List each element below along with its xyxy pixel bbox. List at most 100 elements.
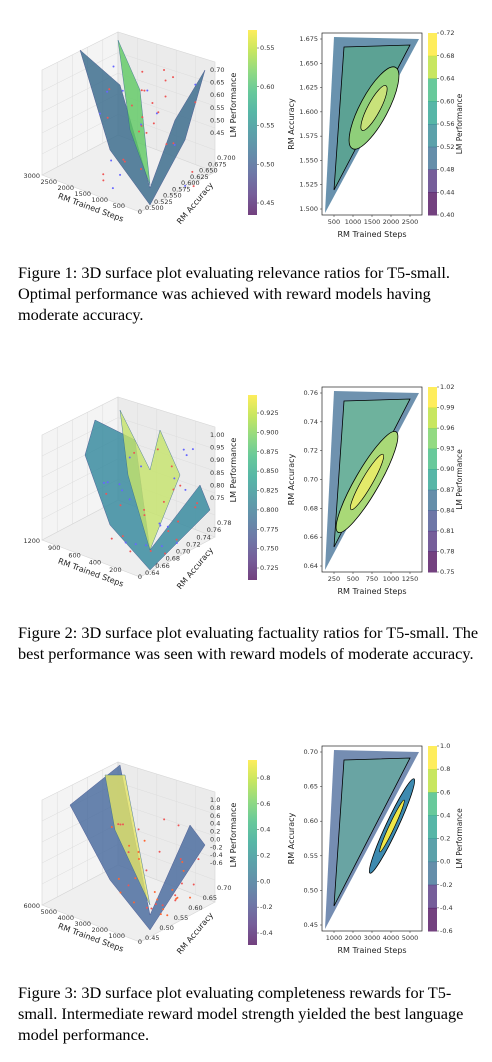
figure-1-caption-label: Figure 1: — [18, 263, 78, 282]
figure-2-caption-label: Figure 2: — [18, 623, 78, 642]
surface-gridline — [41, 52, 119, 92]
surface-z-tick: 0.0 — [210, 835, 220, 843]
contour-peak-core — [350, 453, 384, 511]
surface-x-tick: 6000 — [23, 902, 40, 910]
contour-x-tick: 5000 — [402, 934, 419, 942]
contour-y-tick: 0.45 — [304, 921, 318, 929]
contour-colorbar-band — [428, 78, 437, 102]
surface-data-point — [133, 451, 136, 454]
contour-y-tick: 1.650 — [299, 59, 318, 67]
surface-data-point — [129, 550, 132, 553]
surface-data-point — [99, 112, 102, 115]
surface-y-tick: 0.700 — [217, 154, 236, 162]
surface-data-point — [121, 489, 124, 492]
contour-plot: 500 1000 1500 2000 2500 RM Trained Steps 1.675… — [287, 29, 464, 239]
surface-z-tick: 0.85 — [210, 469, 224, 477]
surface-data-point — [182, 448, 185, 451]
contour-colorbar-band — [428, 769, 437, 793]
contour-y-label: RM Accuracy — [287, 453, 296, 505]
surface-data-point — [121, 89, 124, 92]
surface-data-point — [173, 477, 176, 480]
surface-x-tick: 0 — [138, 938, 142, 946]
surface-z-tick: 0.4 — [210, 820, 220, 828]
contour-colorbar-tick: 0.93 — [440, 445, 454, 453]
surface-data-point — [157, 111, 160, 114]
surface-z-tick: 0.2 — [210, 828, 220, 836]
contour-colorbar-tick: 0.78 — [440, 547, 454, 555]
surface-colorbar-tick: 0.825 — [260, 487, 279, 495]
surface-data-point — [162, 500, 165, 503]
surface-data-point — [145, 906, 148, 909]
surface-data-point — [121, 823, 124, 826]
surface-data-point — [121, 535, 124, 538]
figure-3-caption: Figure 3: 3D surface plot evaluating com… — [18, 982, 480, 1045]
contour-colorbar-tick: 0.75 — [440, 568, 454, 576]
surface-colorbar-tick: 0.45 — [260, 199, 274, 207]
surface-mesh-highlight — [117, 39, 151, 186]
contour-y-tick: 0.64 — [304, 562, 318, 570]
contour-colorbar-band — [428, 907, 437, 932]
surface-data-point — [132, 901, 135, 904]
surface-data-point — [197, 858, 200, 861]
surface-colorbar-tick: 0.50 — [260, 160, 274, 168]
contour-colorbar-label: LM Performance — [455, 449, 464, 510]
surface-data-point — [172, 142, 175, 145]
surface-gridline — [117, 782, 216, 815]
contour-colorbar-tick: 0.64 — [440, 75, 454, 83]
surface-y-tick: 0.66 — [155, 562, 169, 570]
surface-data-point — [163, 552, 166, 555]
surface-x-tick: 1000 — [91, 196, 108, 204]
surface-data-point — [176, 896, 179, 899]
contour-colorbar-band — [428, 387, 437, 409]
surface-data-point — [164, 95, 167, 98]
surface-colorbar: 0.8 0.6 0.4 0.2 0.0 -0.2 -0.4 — [248, 760, 273, 945]
contour-y-label: RM Accuracy — [287, 812, 296, 864]
contour-colorbar-tick: 0.81 — [440, 527, 454, 535]
surface-data-point — [102, 173, 105, 176]
surface-data-point — [145, 544, 148, 547]
figure-3-caption-label: Figure 3: — [18, 983, 78, 1002]
surface-data-point — [165, 143, 168, 146]
surface-data-point — [171, 888, 174, 891]
contour-x-label: RM Trained Steps — [337, 587, 406, 596]
surface-data-point — [159, 913, 162, 916]
surface-z-tick: 0.80 — [210, 481, 224, 489]
contour-y-tick: 1.525 — [299, 181, 318, 189]
surface-x-tick: 400 — [89, 559, 101, 567]
surface-data-point — [164, 79, 167, 82]
surface-colorbar-tick: 0.775 — [260, 525, 279, 533]
surface-data-point — [137, 828, 140, 831]
surface-x-tick: 2000 — [91, 926, 108, 934]
contour-x-tick: 3000 — [364, 934, 381, 942]
surface-data-point — [110, 159, 113, 162]
contour-colorbar-tick: 0.44 — [440, 188, 454, 196]
contour-x-tick: 750 — [366, 575, 378, 583]
surface-y-tick: 0.600 — [181, 179, 200, 187]
surface-data-point — [140, 123, 143, 126]
surface-y-tick: 0.68 — [166, 555, 180, 563]
surface-mesh-highlight — [119, 409, 181, 551]
surface-data-point — [137, 850, 140, 853]
contour-colorbar-band — [428, 469, 437, 491]
surface-data-point — [175, 538, 178, 541]
surface-data-point — [167, 530, 170, 533]
contour-y-tick: 1.575 — [299, 132, 318, 140]
surface-data-point — [138, 130, 141, 133]
surface-y-tick: 0.78 — [217, 519, 231, 527]
surface-data-point — [150, 907, 153, 910]
surface-z-tick: 0.90 — [210, 456, 224, 464]
surface-data-point — [160, 545, 163, 548]
contour-x-tick: 1000 — [326, 934, 343, 942]
surface-data-point — [119, 891, 122, 894]
contour-colorbar-tick: 0.99 — [440, 404, 454, 412]
contour-x-label: RM Trained Steps — [337, 946, 406, 955]
surface-data-point — [156, 448, 159, 451]
surface-z-tick: 0.50 — [210, 116, 224, 124]
surface-data-point — [143, 89, 146, 92]
surface-colorbar-tick: 0.725 — [260, 564, 279, 572]
contour-x-tick: 500 — [328, 218, 340, 226]
surface-data-point — [140, 167, 143, 170]
figure-1-caption: Figure 1: 3D surface plot evaluating rel… — [18, 262, 480, 325]
surface-data-point — [130, 104, 133, 107]
